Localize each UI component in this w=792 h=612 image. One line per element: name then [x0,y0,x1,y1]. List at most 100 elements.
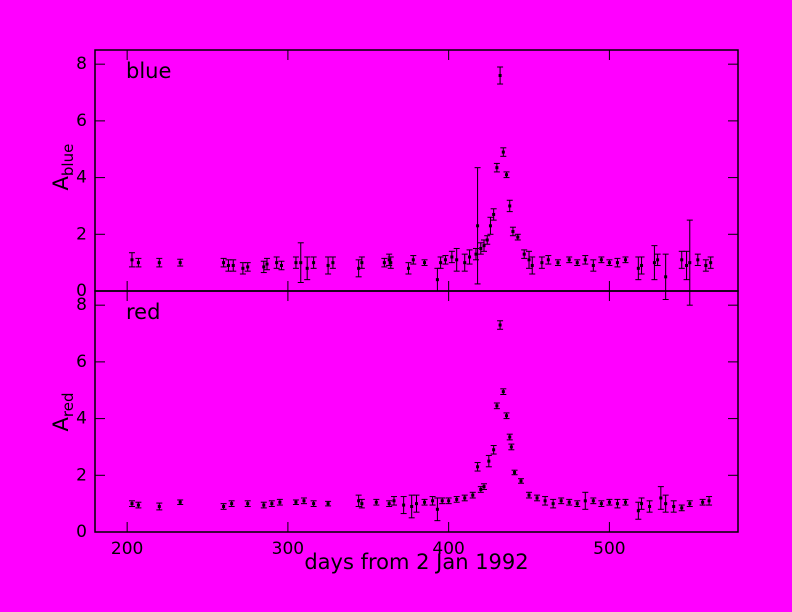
marker [226,263,230,267]
point [590,497,597,505]
point [606,498,613,506]
marker [178,261,182,265]
marker [157,261,161,265]
point [325,500,332,507]
marker [583,258,587,262]
marker [680,506,684,510]
y-tick-label: 4 [76,168,87,188]
point [490,445,497,455]
point [506,433,513,441]
marker [265,262,269,266]
point [706,496,713,506]
marker [382,261,386,265]
point [461,253,468,272]
point [405,262,412,275]
point [400,496,407,515]
point [225,259,232,272]
marker [482,244,486,248]
marker [556,261,560,265]
point [511,469,518,476]
point [707,256,714,269]
marker [294,500,298,504]
y-tick-label: 2 [76,224,87,244]
marker [136,503,140,507]
point [381,257,388,268]
marker [704,263,708,267]
point [509,226,516,237]
marker [487,459,491,463]
marker [664,502,668,506]
point [445,497,452,505]
plot-frame [94,49,739,292]
marker [439,261,443,265]
point [310,256,317,269]
point [497,320,504,330]
marker [357,266,361,270]
point [220,503,227,510]
point [487,216,494,235]
point [529,256,536,275]
point [503,412,510,420]
point [590,259,597,272]
point [276,498,283,506]
marker [157,504,161,508]
marker [551,502,555,506]
marker [656,258,660,262]
point [484,235,491,245]
point [662,494,669,513]
point [582,255,589,265]
y-tick-label: 2 [76,465,87,485]
marker [455,497,459,501]
point [304,256,311,281]
point [694,253,701,266]
point [506,199,513,213]
point [558,497,565,505]
marker [262,503,266,507]
marker [659,496,663,500]
point [373,498,380,506]
marker [435,507,439,511]
marker [509,445,513,449]
point [434,267,441,292]
point [230,259,237,272]
point [442,255,449,265]
point [421,498,428,506]
marker [360,502,364,506]
marker [623,258,627,262]
marker [505,414,509,418]
marker [501,150,505,154]
marker [709,261,713,265]
point [135,257,142,268]
x-tick-label: 500 [593,539,625,559]
marker [495,404,499,408]
marker [583,499,587,503]
point [156,257,163,268]
point [260,501,267,509]
y-axis-label-main: A [49,176,73,191]
marker [540,261,544,265]
point [686,219,693,306]
point [297,242,304,283]
y-tick-label: 4 [76,409,87,429]
marker [130,258,134,262]
point [358,256,365,269]
point [702,259,709,272]
point [514,233,521,241]
marker [450,255,454,259]
point [485,454,492,468]
marker [415,502,418,506]
marker [640,502,644,506]
point [622,256,629,264]
point [545,255,552,265]
marker [241,266,245,270]
marker [476,465,480,469]
plot-frame [94,290,739,533]
marker [423,261,427,265]
marker [599,258,603,262]
point [421,259,428,266]
point [310,500,317,507]
point [239,262,246,275]
marker [640,263,644,267]
marker [278,500,282,504]
marker [222,504,226,508]
